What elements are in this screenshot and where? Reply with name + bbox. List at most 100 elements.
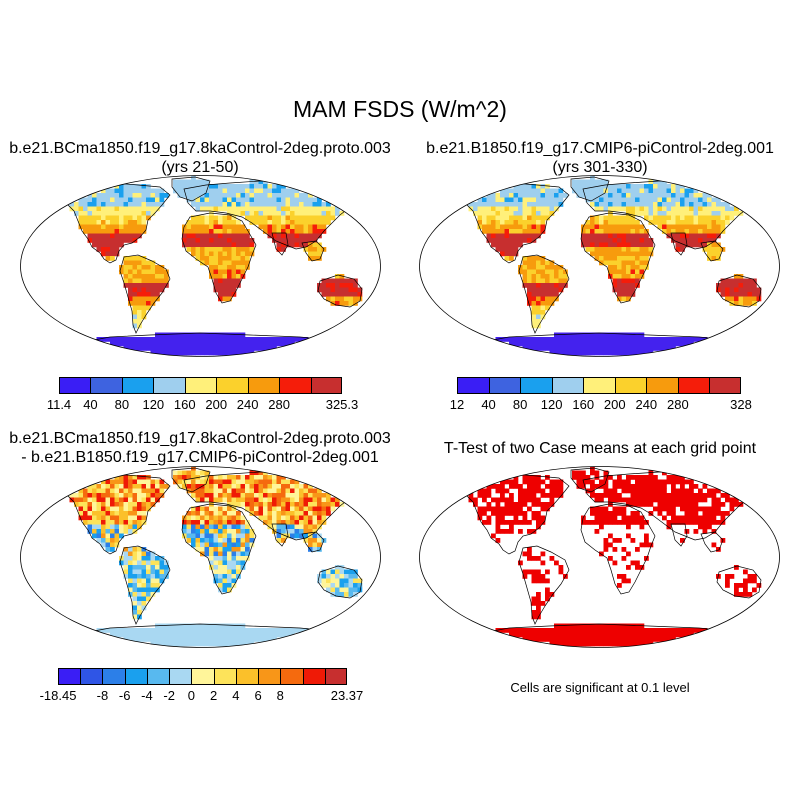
map-cell [240,202,246,207]
map-cell [630,623,636,629]
map-cell [146,569,151,575]
map-cell [294,242,300,248]
map-cell [114,188,120,194]
map-cell [249,220,255,225]
map-cell [756,296,762,302]
map-cell [186,341,192,347]
map-cell [594,215,600,221]
map-cell [725,215,730,221]
map-cell [509,238,514,243]
map-cell [245,337,250,342]
map-cell [227,341,232,347]
map-cell [608,202,613,207]
coastline-africa [181,212,257,304]
map-cell [518,265,523,270]
map-cell [680,628,685,633]
map-cell [326,292,331,297]
map-cell [294,515,300,521]
map-cell [78,202,84,207]
map-cell [164,569,169,575]
map-cell [536,319,541,324]
map-cell [648,484,654,489]
map-cell [110,542,115,548]
map-cell [200,493,205,498]
map-cell [146,337,151,342]
map-cell [155,269,160,275]
map-cell [303,229,309,234]
map-cell [218,256,223,261]
map-cell [585,520,591,525]
colorbar-swatch [58,668,81,685]
map-cell [218,560,223,566]
map-cell [258,470,264,476]
map-cell [128,206,133,212]
map-cell [554,632,559,638]
map-cell [635,337,640,342]
map-cell [522,497,528,503]
map-cell [231,287,237,293]
map-cell [639,251,645,257]
map-cell [132,206,138,212]
map-cell [200,637,205,642]
map-cell [738,292,744,297]
map-cell [693,529,699,534]
map-cell [563,623,568,629]
map-cell [590,341,595,347]
map-cell [87,224,93,230]
map-cell [617,346,622,351]
map-cell [317,506,322,512]
map-cell [290,188,295,194]
map-cell [558,283,564,288]
map-cell [585,184,591,189]
map-cell [155,578,160,584]
map-cell [168,632,174,638]
map-cell [200,229,205,234]
map-cell [509,188,514,194]
map-cell [702,511,708,516]
map-cell [101,529,106,534]
map-cell [123,632,129,638]
map-cell [698,229,703,234]
map-cell [227,475,232,480]
map-cell [639,206,645,212]
figure-title: MAM FSDS (W/m^2) [293,96,507,122]
map-cell [630,520,636,525]
map-cell [222,551,228,557]
map-cell [572,179,577,185]
map-cell [621,247,627,252]
map-cell [603,179,609,185]
map-cell [213,524,219,530]
panel-title-diff: b.e21.BCma1850.f19_g17.8kaControl-2deg.p… [0,429,400,467]
map-cell [272,211,277,216]
map-cell [684,511,690,516]
map-cell [540,269,546,275]
colorbar-tick-label: 280 [268,397,290,412]
map-cell [540,637,546,642]
map-cell [585,233,591,239]
map-cell [128,560,133,566]
map-cell [213,260,219,266]
map-cell [249,206,255,212]
map-cell [96,515,102,521]
colorbar-swatch [280,668,304,685]
map-cell [128,551,133,557]
map-cell [141,305,147,311]
map-cell [635,632,640,638]
map-cell [617,197,622,203]
map-cell [200,632,205,638]
map-cell [522,341,528,347]
map-cell [141,274,147,279]
map-cell [639,484,645,489]
map-cell [540,274,546,279]
map-cell [344,574,349,579]
map-cell [509,502,514,507]
map-cell [141,556,147,561]
map-cell [209,556,214,561]
map-cell [671,206,676,212]
map-cell [495,202,501,207]
map-cell [734,206,739,212]
map-cell [222,269,228,275]
map-cell [527,484,532,489]
map-cell [213,269,219,275]
map-cell [648,202,654,207]
